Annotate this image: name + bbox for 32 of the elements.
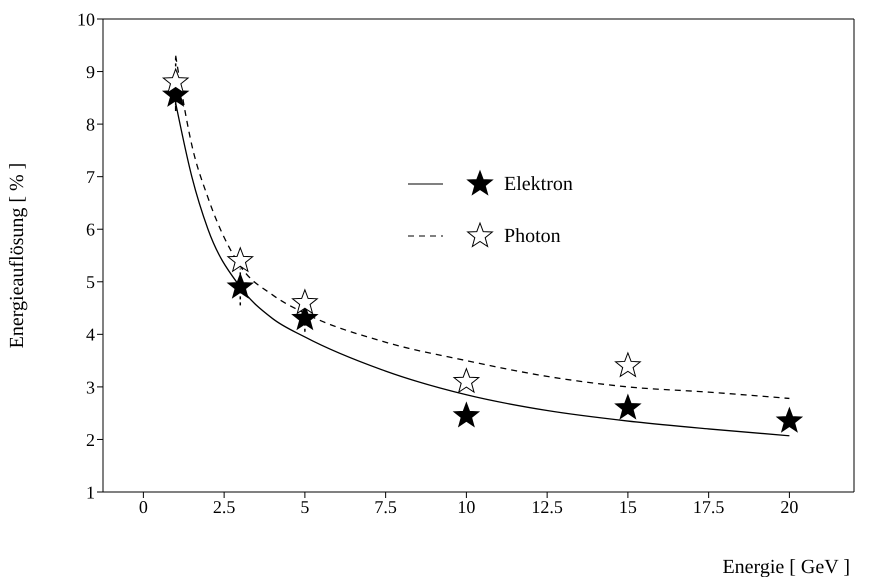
y-tick-label: 2 [86,430,95,450]
legend-label: Elektron [504,172,573,196]
legend-label: Photon [504,224,561,248]
y-axis-title: Energieauflösung [ % ] [6,162,28,348]
y-tick-label: 1 [86,482,95,502]
x-tick-label: 15 [618,496,637,517]
x-tick-label: 7.5 [374,496,397,517]
x-tick-label: 10 [457,496,476,517]
x-tick-label: 5 [300,496,310,517]
point [615,394,641,419]
y-tick-label: 3 [86,377,95,398]
x-tick-label: 12.5 [531,496,563,517]
point [162,68,189,94]
x-tick-label: 20 [780,496,798,517]
y-tick-label: 7 [86,167,95,188]
y-tick-label: 9 [86,62,95,82]
point [227,247,254,272]
y-tick-label: 10 [77,9,95,30]
x-tick-label: 2.5 [212,496,236,517]
y-tick-label: 4 [86,324,95,345]
point [615,352,641,377]
point [776,408,802,432]
x-tick-label: 0 [138,496,148,517]
y-tick-label: 8 [86,114,95,134]
x-axis-title: Energie [ GeV ] [722,556,850,578]
y-tick-label: 5 [86,272,95,292]
point [454,368,480,393]
point [292,289,318,314]
point [227,274,254,298]
point [454,402,480,427]
x-tick-label: 17.5 [692,496,724,517]
y-tick-label: 6 [86,220,95,240]
